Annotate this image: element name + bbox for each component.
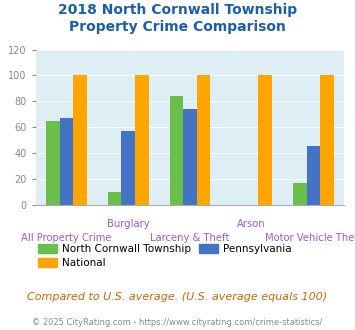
Text: Burglary: Burglary xyxy=(107,219,149,229)
Bar xyxy=(320,75,334,205)
Text: 2018 North Cornwall Township
Property Crime Comparison: 2018 North Cornwall Township Property Cr… xyxy=(58,3,297,34)
Bar xyxy=(135,75,148,205)
Bar xyxy=(293,182,307,205)
Bar xyxy=(60,118,73,205)
Text: Arson: Arson xyxy=(237,219,266,229)
Text: Motor Vehicle Theft: Motor Vehicle Theft xyxy=(265,233,355,243)
Bar xyxy=(121,131,135,205)
Bar xyxy=(46,120,60,205)
Bar xyxy=(307,147,320,205)
Text: All Property Crime: All Property Crime xyxy=(21,233,111,243)
Legend: North Cornwall Township, National, Pennsylvania: North Cornwall Township, National, Penns… xyxy=(34,240,296,273)
Bar xyxy=(258,75,272,205)
Bar xyxy=(183,109,197,205)
Text: Larceny & Theft: Larceny & Theft xyxy=(150,233,230,243)
Bar xyxy=(197,75,210,205)
Text: © 2025 CityRating.com - https://www.cityrating.com/crime-statistics/: © 2025 CityRating.com - https://www.city… xyxy=(32,318,323,327)
Bar xyxy=(108,192,121,205)
Bar xyxy=(170,96,183,205)
Text: Compared to U.S. average. (U.S. average equals 100): Compared to U.S. average. (U.S. average … xyxy=(27,292,328,302)
Bar xyxy=(73,75,87,205)
